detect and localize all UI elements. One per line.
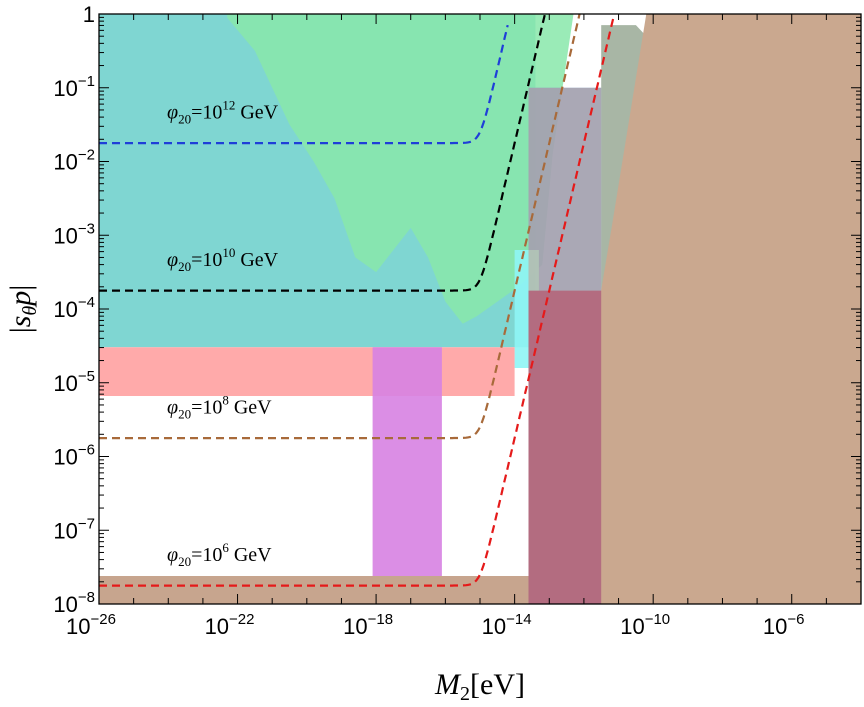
x-tick-label-2: 10−18 — [343, 611, 393, 639]
region-11 — [528, 290, 602, 604]
curve-annotations: φ20=1012 GeV φ20=1010 GeV φ20=108 GeV φ20=1… — [167, 98, 279, 570]
tick-labels: 10−26 10−22 10−18 10−14 10−10 10−6 1 10−1 10−2 10… — [53, 2, 804, 639]
annotation-2: φ20=108 GeV — [167, 393, 272, 422]
region-1 — [227, 14, 574, 324]
x-tick-label-4: 10−10 — [620, 611, 670, 639]
x-axis-title: M2[eV] — [434, 668, 525, 705]
region-5 — [372, 347, 442, 604]
curve-3 — [99, 14, 616, 587]
axis-ticks — [98, 13, 862, 605]
y-tick-label-6: 10−6 — [53, 442, 95, 470]
y-tick-label-8: 10−8 — [53, 589, 95, 617]
annotation-3: φ20=106 GeV — [167, 540, 272, 569]
y-tick-label-7: 10−7 — [53, 515, 95, 543]
excluded-regions — [99, 14, 861, 604]
curve-1 — [99, 14, 547, 292]
y-tick-label-4: 10−4 — [53, 294, 95, 322]
x-tick-label-3: 10−14 — [482, 611, 532, 639]
curves — [99, 14, 616, 587]
curve-0 — [99, 24, 509, 145]
annotation-0: φ20=1012 GeV — [167, 98, 279, 127]
y-axis-title: |sθp| — [4, 285, 41, 334]
region-9 — [547, 14, 861, 604]
region-10 — [99, 576, 548, 604]
y-tick-label-0: 1 — [83, 2, 95, 27]
y-tick-label-1: 10−1 — [53, 73, 95, 101]
x-tick-label-1: 10−22 — [205, 611, 255, 639]
x-tick-label-5: 10−6 — [763, 611, 805, 639]
y-tick-label-2: 10−2 — [53, 147, 95, 175]
region-4 — [99, 347, 515, 396]
curve-2 — [99, 14, 581, 440]
annotation-1: φ20=1010 GeV — [167, 245, 279, 274]
x-tick-label-0: 10−26 — [66, 611, 116, 639]
y-tick-label-3: 10−3 — [53, 220, 95, 248]
y-tick-label-5: 10−5 — [53, 368, 95, 396]
